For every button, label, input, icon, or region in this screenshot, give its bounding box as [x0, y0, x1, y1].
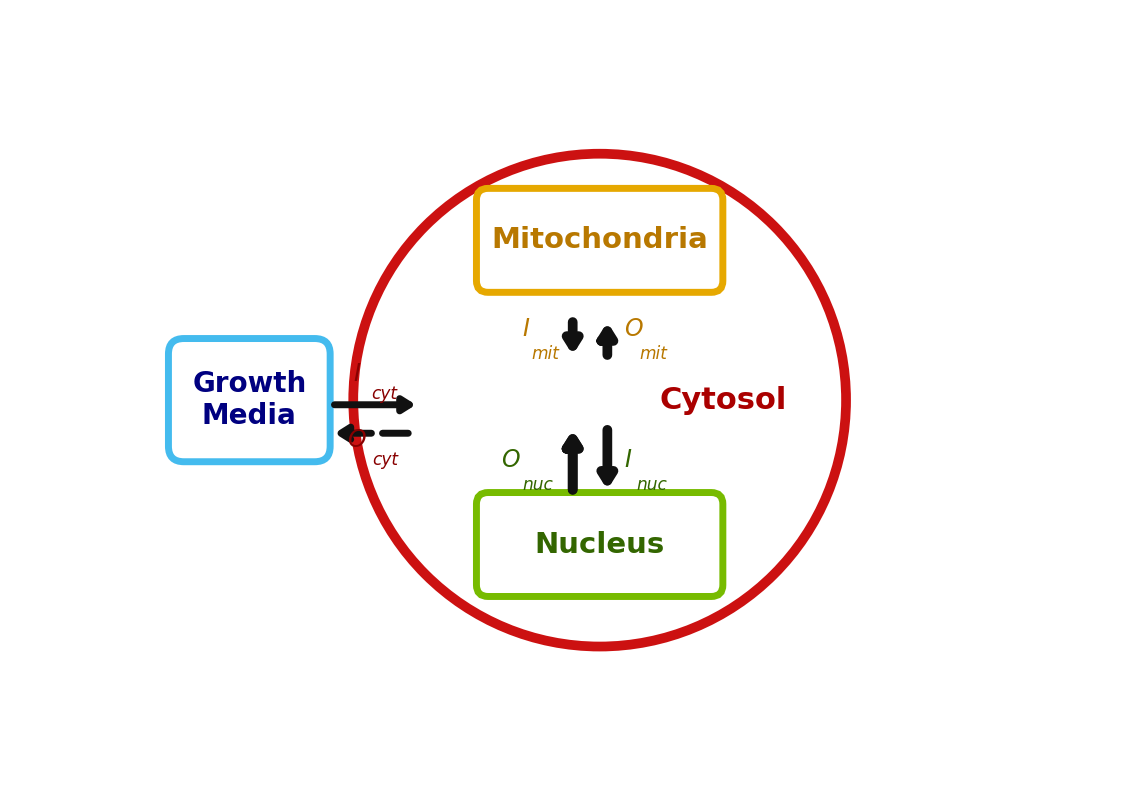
Text: Cytosol: Cytosol: [659, 386, 787, 415]
Text: $O$: $O$: [625, 317, 644, 342]
Text: nuc: nuc: [636, 475, 668, 493]
FancyArrowPatch shape: [334, 399, 409, 411]
Text: cyt: cyt: [373, 452, 399, 469]
Text: mit: mit: [532, 345, 560, 363]
FancyArrowPatch shape: [567, 322, 579, 345]
Text: nuc: nuc: [522, 475, 554, 493]
FancyBboxPatch shape: [477, 188, 723, 292]
FancyArrowPatch shape: [601, 430, 613, 481]
Text: cyt: cyt: [370, 385, 397, 403]
Text: $I$: $I$: [353, 362, 361, 386]
FancyBboxPatch shape: [169, 338, 331, 462]
FancyArrowPatch shape: [567, 439, 579, 490]
FancyArrowPatch shape: [341, 427, 408, 439]
FancyArrowPatch shape: [601, 331, 613, 355]
Text: $O$: $O$: [502, 448, 521, 472]
FancyArrowPatch shape: [567, 439, 579, 490]
Text: Nucleus: Nucleus: [535, 530, 665, 559]
FancyBboxPatch shape: [477, 493, 723, 597]
Text: mit: mit: [640, 345, 668, 363]
Text: $I$: $I$: [522, 317, 530, 342]
Text: Mitochondria: Mitochondria: [491, 227, 708, 254]
Text: $I$: $I$: [625, 448, 633, 472]
Text: Growth
Media: Growth Media: [193, 370, 307, 430]
Text: $O$: $O$: [348, 428, 367, 453]
